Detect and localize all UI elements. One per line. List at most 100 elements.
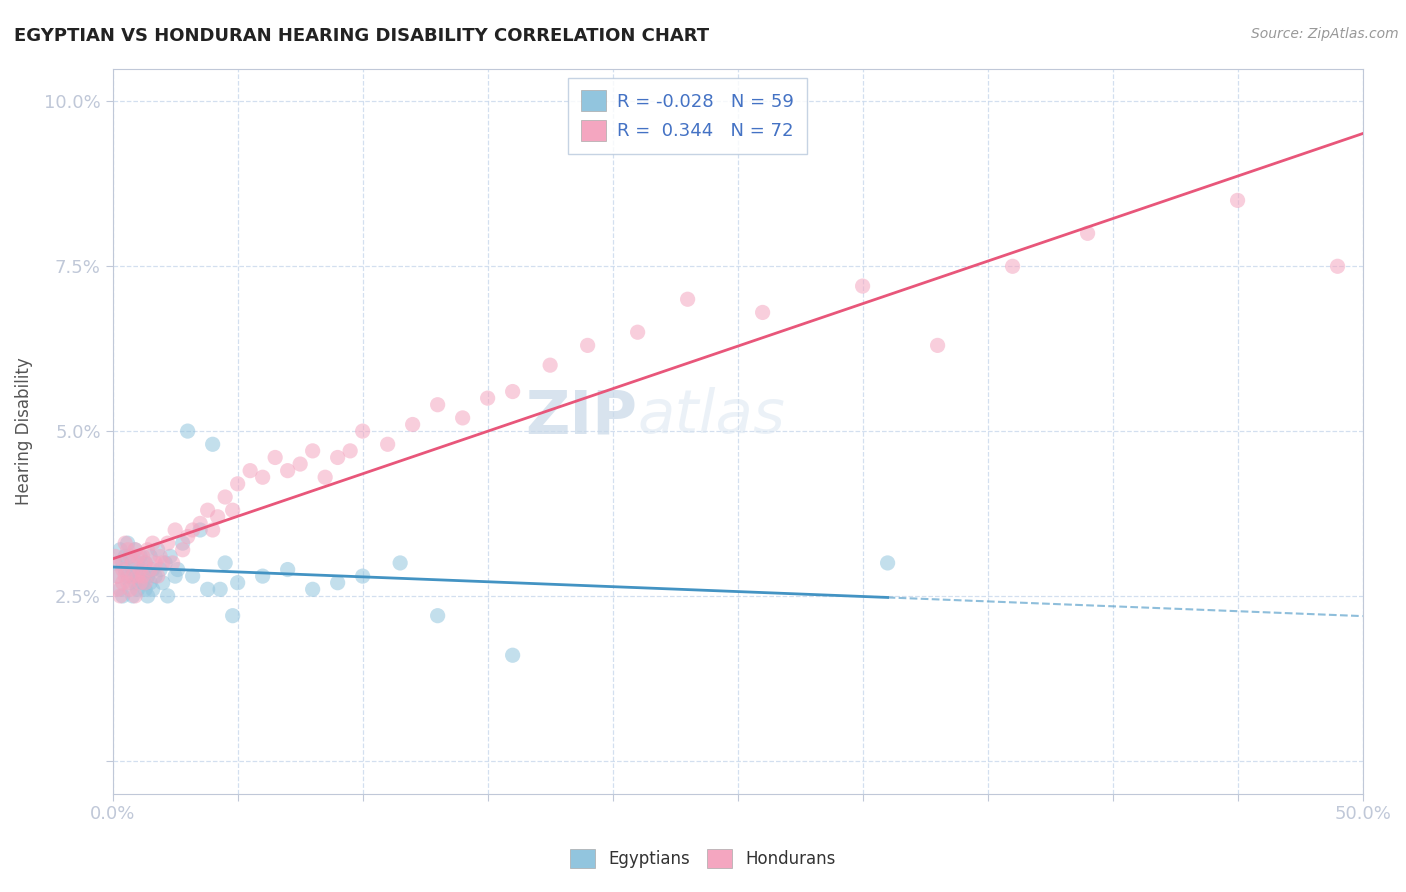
Point — [142, 582, 165, 597]
Point — [111, 556, 134, 570]
Point — [252, 569, 274, 583]
Point — [214, 490, 236, 504]
Point — [129, 569, 152, 583]
Point — [121, 589, 143, 603]
Point — [326, 575, 349, 590]
Point — [214, 556, 236, 570]
Point — [751, 305, 773, 319]
Point — [197, 503, 219, 517]
Point — [201, 523, 224, 537]
Point — [426, 398, 449, 412]
Point — [129, 562, 152, 576]
Point — [264, 450, 287, 465]
Point — [136, 542, 159, 557]
Point — [149, 549, 172, 564]
Point — [136, 569, 159, 583]
Point — [209, 582, 232, 597]
Point — [1326, 260, 1348, 274]
Point — [134, 556, 156, 570]
Point — [352, 569, 374, 583]
Point — [197, 582, 219, 597]
Point — [389, 556, 412, 570]
Point — [181, 523, 204, 537]
Text: Source: ZipAtlas.com: Source: ZipAtlas.com — [1251, 27, 1399, 41]
Point — [139, 575, 162, 590]
Point — [124, 542, 146, 557]
Point — [124, 575, 146, 590]
Point — [117, 575, 139, 590]
Text: ZIP: ZIP — [526, 387, 638, 446]
Point — [165, 569, 187, 583]
Point — [502, 648, 524, 663]
Point — [114, 549, 136, 564]
Point — [1077, 227, 1099, 241]
Point — [127, 569, 149, 583]
Point — [104, 549, 127, 564]
Point — [107, 569, 129, 583]
Point — [143, 569, 166, 583]
Point — [676, 292, 699, 306]
Point — [627, 325, 650, 339]
Point — [401, 417, 423, 432]
Point — [426, 608, 449, 623]
Point — [165, 523, 187, 537]
Point — [226, 476, 249, 491]
Point — [1226, 194, 1249, 208]
Point — [146, 569, 169, 583]
Point — [149, 562, 172, 576]
Point — [117, 542, 139, 557]
Point — [339, 443, 361, 458]
Point — [477, 391, 499, 405]
Point — [129, 549, 152, 564]
Point — [852, 279, 875, 293]
Point — [120, 582, 142, 597]
Point — [129, 575, 152, 590]
Point — [120, 575, 142, 590]
Legend: R = -0.028   N = 59, R =  0.344   N = 72: R = -0.028 N = 59, R = 0.344 N = 72 — [568, 78, 807, 153]
Point — [172, 536, 194, 550]
Point — [176, 424, 198, 438]
Point — [114, 569, 136, 583]
Point — [117, 569, 139, 583]
Point — [162, 556, 184, 570]
Point — [538, 358, 561, 372]
Point — [120, 549, 142, 564]
Point — [108, 589, 131, 603]
Point — [117, 536, 139, 550]
Point — [172, 542, 194, 557]
Point — [221, 503, 243, 517]
Point — [277, 562, 299, 576]
Point — [326, 450, 349, 465]
Point — [107, 569, 129, 583]
Point — [166, 562, 188, 576]
Point — [277, 464, 299, 478]
Point — [239, 464, 262, 478]
Point — [146, 542, 169, 557]
Point — [188, 523, 211, 537]
Point — [156, 589, 179, 603]
Point — [142, 536, 165, 550]
Point — [127, 549, 149, 564]
Point — [139, 549, 162, 564]
Point — [1001, 260, 1024, 274]
Point — [352, 424, 374, 438]
Point — [451, 411, 474, 425]
Text: EGYPTIAN VS HONDURAN HEARING DISABILITY CORRELATION CHART: EGYPTIAN VS HONDURAN HEARING DISABILITY … — [14, 27, 709, 45]
Point — [314, 470, 336, 484]
Point — [131, 569, 153, 583]
Y-axis label: Hearing Disability: Hearing Disability — [15, 357, 32, 505]
Point — [127, 569, 149, 583]
Point — [111, 562, 134, 576]
Point — [127, 582, 149, 597]
Point — [207, 509, 229, 524]
Point — [142, 562, 165, 576]
Point — [134, 575, 156, 590]
Point — [288, 457, 311, 471]
Point — [121, 556, 143, 570]
Point — [134, 556, 156, 570]
Point — [124, 542, 146, 557]
Point — [131, 575, 153, 590]
Point — [502, 384, 524, 399]
Point — [927, 338, 949, 352]
Point — [120, 549, 142, 564]
